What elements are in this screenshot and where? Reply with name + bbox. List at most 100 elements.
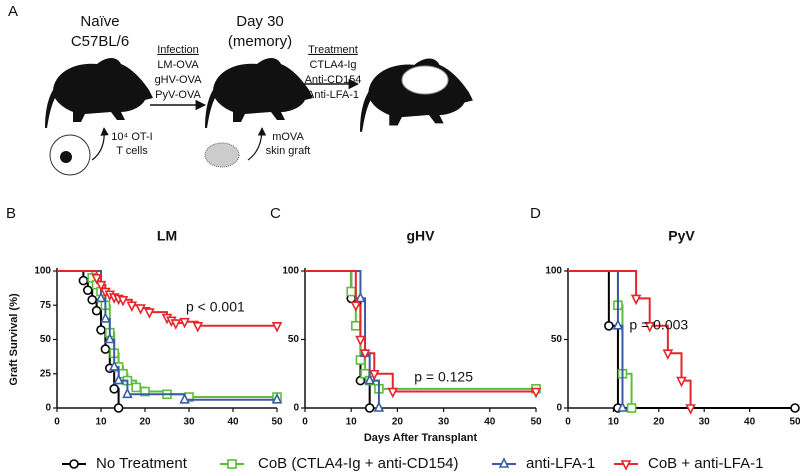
legend-marker — [620, 460, 632, 471]
y-tick-label: 0 — [45, 403, 51, 414]
label: PyV-OVA — [155, 89, 201, 101]
label: LM-OVA — [157, 59, 199, 71]
data-point — [644, 322, 656, 333]
cell — [60, 151, 72, 163]
data-point — [355, 335, 366, 347]
data-point — [91, 305, 102, 316]
x-tick-label: 50 — [271, 417, 283, 428]
label: Anti-CD154 — [305, 74, 362, 86]
x-tick-label: 10 — [95, 417, 107, 428]
legend-label: CoB + anti-LFA-1 — [648, 455, 763, 472]
mouse-icon — [205, 58, 313, 128]
panel-label: A — [8, 3, 18, 20]
data-point — [685, 404, 696, 415]
data-point — [373, 401, 385, 412]
label: skin graft — [266, 145, 311, 157]
data-point — [144, 308, 155, 319]
survival-curve — [305, 270, 380, 408]
y-tick-label: 100 — [34, 266, 51, 277]
y-tick-label: 0 — [293, 403, 299, 414]
data-point — [113, 403, 124, 413]
panel-label: C — [270, 205, 281, 222]
data-point — [140, 386, 150, 397]
y-tick-label: 50 — [551, 334, 563, 345]
data-point — [179, 392, 190, 404]
data-point — [617, 401, 628, 412]
data-point — [355, 291, 366, 303]
data-point — [179, 317, 190, 329]
data-point — [271, 322, 283, 333]
schematic: A Naïve C57BL/6 Infection LM-OVA gHV-OVA… — [8, 3, 473, 176]
data-point — [78, 275, 89, 286]
legend-marker — [227, 459, 237, 469]
annotation: p < 0.001 — [186, 299, 245, 315]
x-tick-label: 20 — [392, 417, 404, 428]
x-tick-label: 30 — [699, 417, 711, 428]
x-tick-label: 40 — [744, 417, 756, 428]
arrow — [247, 127, 267, 161]
chart-title: LM — [157, 228, 177, 244]
x-tick-label: 50 — [789, 417, 800, 428]
annotation: p = 0.003 — [629, 317, 688, 333]
data-point — [346, 286, 357, 297]
label: Treatment — [308, 44, 358, 56]
legend-marker — [69, 459, 79, 469]
y-axis-label: Graft Survival (%) — [8, 293, 20, 386]
data-point — [83, 285, 93, 295]
data-point — [192, 322, 204, 333]
x-tick-label: 20 — [653, 417, 665, 428]
label: Naïve — [80, 13, 119, 30]
data-point — [87, 294, 97, 305]
x-tick-label: 40 — [227, 417, 239, 428]
label: 10⁴ OT-I — [111, 131, 152, 143]
data-point — [662, 349, 674, 360]
y-tick-label: 50 — [288, 334, 300, 345]
data-point — [100, 344, 111, 354]
survival-curve — [568, 270, 624, 408]
legend-label: CoB (CTLA4-Ig + anti-CD154) — [258, 455, 459, 472]
graft-icon — [401, 65, 449, 95]
data-point — [117, 295, 129, 307]
arrow — [91, 127, 109, 161]
y-tick-label: 75 — [40, 300, 52, 311]
x-tick-label: 0 — [302, 417, 308, 428]
data-point — [355, 355, 366, 365]
data-point — [387, 387, 399, 399]
label: gHV-OVA — [155, 74, 203, 86]
y-tick-label: 0 — [556, 403, 562, 414]
panel-label: D — [530, 205, 541, 222]
label: Anti-LFA-1 — [307, 89, 359, 101]
data-point — [104, 332, 116, 344]
data-point — [126, 301, 138, 313]
x-tick-label: 10 — [608, 417, 620, 428]
graft-icon — [204, 142, 240, 168]
chart-title: PyV — [668, 228, 695, 244]
label: CTLA4-Ig — [309, 59, 356, 71]
legend-label: No Treatment — [96, 455, 188, 472]
data-point — [109, 384, 119, 394]
data-point — [351, 320, 361, 331]
label: T cells — [116, 145, 148, 157]
data-point — [350, 301, 362, 313]
y-tick-label: 25 — [40, 368, 52, 379]
data-point — [113, 373, 124, 385]
label: (memory) — [228, 33, 292, 50]
data-point — [626, 403, 637, 413]
data-point — [604, 320, 614, 331]
label: mOVA — [272, 131, 304, 143]
x-axis-label: Days After Transplant — [364, 432, 478, 444]
x-tick-label: 10 — [346, 417, 358, 428]
x-tick-label: 50 — [530, 417, 542, 428]
data-point — [676, 376, 687, 388]
x-tick-label: 30 — [438, 417, 450, 428]
data-point — [95, 291, 107, 303]
data-point — [108, 360, 120, 371]
data-point — [91, 274, 102, 285]
survival-curve — [305, 270, 536, 393]
x-tick-label: 40 — [484, 417, 496, 428]
data-point — [96, 325, 106, 335]
survival-curve — [568, 270, 692, 408]
data-point — [790, 403, 800, 413]
data-point — [135, 304, 146, 315]
